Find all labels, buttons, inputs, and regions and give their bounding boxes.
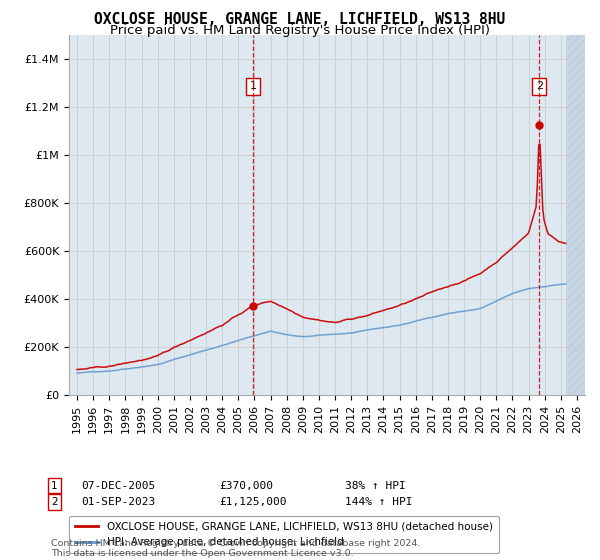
- Text: 144% ↑ HPI: 144% ↑ HPI: [345, 497, 413, 507]
- Text: £1,125,000: £1,125,000: [219, 497, 287, 507]
- Text: Price paid vs. HM Land Registry's House Price Index (HPI): Price paid vs. HM Land Registry's House …: [110, 24, 490, 37]
- Text: 1: 1: [51, 480, 58, 491]
- Text: 07-DEC-2005: 07-DEC-2005: [81, 480, 155, 491]
- Text: 01-SEP-2023: 01-SEP-2023: [81, 497, 155, 507]
- Text: 2: 2: [51, 497, 58, 507]
- Bar: [566, 35, 585, 395]
- Text: Contains HM Land Registry data © Crown copyright and database right 2024.
This d: Contains HM Land Registry data © Crown c…: [51, 539, 421, 558]
- Legend: OXCLOSE HOUSE, GRANGE LANE, LICHFIELD, WS13 8HU (detached house), HPI: Average p: OXCLOSE HOUSE, GRANGE LANE, LICHFIELD, W…: [69, 516, 499, 553]
- Text: 1: 1: [250, 81, 257, 91]
- Text: 38% ↑ HPI: 38% ↑ HPI: [345, 480, 406, 491]
- Text: 2: 2: [536, 81, 543, 91]
- Text: OXCLOSE HOUSE, GRANGE LANE, LICHFIELD, WS13 8HU: OXCLOSE HOUSE, GRANGE LANE, LICHFIELD, W…: [94, 12, 506, 27]
- Text: £370,000: £370,000: [219, 480, 273, 491]
